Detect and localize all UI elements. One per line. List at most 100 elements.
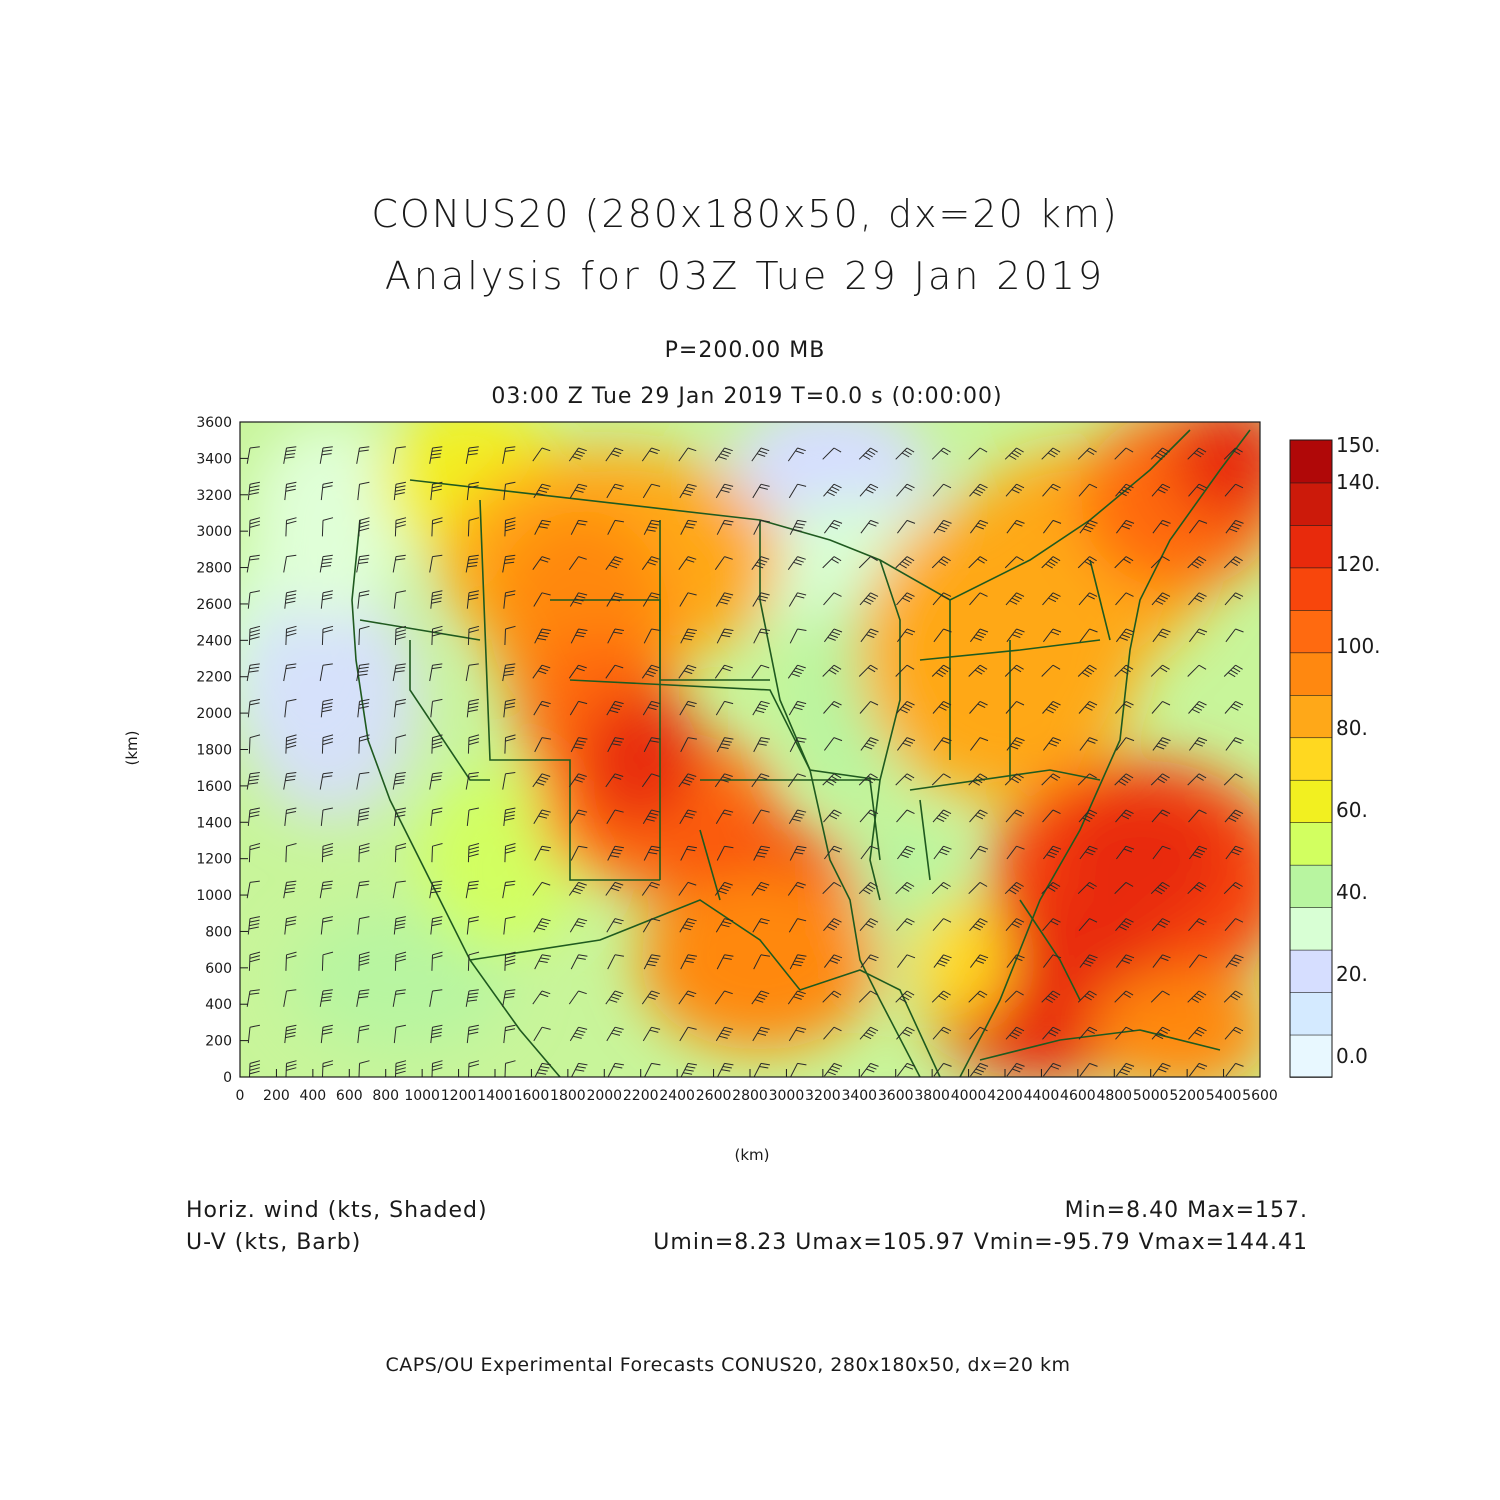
wind-barb (534, 845, 551, 861)
wind-barb (641, 990, 660, 1005)
wind-barb (859, 592, 879, 606)
wind-barb (568, 990, 587, 1005)
wind-barb (1150, 881, 1170, 895)
wind-barb (753, 1062, 770, 1077)
wind-barb (1077, 447, 1097, 460)
y-tick-label: 1800 (196, 743, 232, 759)
wind-barb (678, 990, 697, 1005)
wind-barb (858, 556, 878, 569)
wind-barb (393, 1024, 406, 1044)
wind-barb (465, 772, 479, 790)
wind-barb (751, 990, 770, 1005)
wind-barb (1042, 809, 1061, 823)
wind-barb (789, 628, 807, 644)
x-tick-label: 200 (263, 1088, 290, 1104)
wind-barb (503, 481, 516, 501)
wind-barb (752, 592, 770, 607)
wind-barb (788, 700, 807, 716)
wind-barb (1116, 737, 1135, 751)
wind-barb (431, 843, 443, 863)
x-tick-label: 3200 (805, 1088, 841, 1104)
wind-barb (1225, 628, 1244, 643)
wind-barb (319, 772, 333, 790)
wind-barb (430, 481, 443, 501)
wind-barb (715, 700, 734, 716)
wind-barb (1041, 447, 1061, 460)
wind-barb (1077, 773, 1097, 786)
wind-barb (320, 481, 333, 501)
wind-barb (533, 592, 551, 607)
wind-barb (534, 954, 551, 970)
wind-barb (356, 446, 370, 464)
colorbar-swatch (1289, 991, 1333, 1036)
x-tick-label: 800 (372, 1088, 399, 1104)
wind-barb (1224, 1026, 1244, 1040)
wind-barb (569, 809, 588, 824)
wind-barb (534, 628, 551, 644)
wind-barb (429, 554, 443, 573)
wind-barb (248, 843, 261, 863)
wind-barb (1116, 954, 1135, 968)
wind-barb (246, 663, 260, 682)
wind-barb (503, 916, 516, 935)
wind-barb (1188, 592, 1207, 606)
wind-barb (393, 807, 406, 826)
wind-barb (1262, 1027, 1280, 1039)
wind-barb (503, 698, 516, 718)
wind-barb (1079, 628, 1098, 643)
colorbar-swatch (1289, 1034, 1333, 1078)
wind-barb (858, 881, 878, 895)
wind-barb (533, 700, 551, 716)
wind-barb (503, 1024, 516, 1044)
x-tick-label: 1600 (514, 1088, 550, 1104)
wind-barb (247, 698, 260, 718)
wind-barb (968, 881, 988, 895)
wind-barb (1189, 1062, 1208, 1077)
wind-barb (895, 556, 915, 569)
wind-barb (1189, 954, 1208, 968)
wind-barb (822, 773, 842, 786)
wind-barb (570, 1062, 588, 1077)
y-tick-label: 1200 (196, 852, 232, 868)
wind-barb (1187, 881, 1207, 895)
wind-barb (970, 845, 989, 860)
wind-barb (787, 990, 806, 1005)
wind-barb (679, 1026, 697, 1042)
y-tick-label: 2200 (196, 670, 232, 686)
wind-barb (465, 989, 479, 1007)
wind-barb (859, 483, 879, 497)
wind-barb (1189, 628, 1208, 643)
wind-barb (467, 734, 480, 754)
wind-barb (896, 1026, 915, 1040)
wind-barb (1262, 629, 1280, 642)
wind-barb (1004, 447, 1024, 460)
wind-barb (392, 554, 406, 573)
wind-barb (533, 1026, 551, 1042)
wind-barb (787, 556, 806, 570)
wind-barb (897, 954, 916, 968)
wind-barb (1188, 918, 1207, 932)
wind-barb (970, 1062, 989, 1077)
wind-barb (465, 663, 479, 682)
wind-barb (283, 554, 297, 573)
wind-barb (393, 481, 406, 501)
wind-barb (569, 918, 588, 933)
wind-barb (321, 734, 334, 754)
wind-barb (678, 556, 697, 570)
wind-barb (533, 918, 551, 933)
wind-barb (970, 628, 989, 643)
wind-barb (465, 880, 479, 899)
wind-barb (467, 517, 480, 537)
wind-barb (1189, 737, 1208, 751)
wind-barb (823, 483, 842, 497)
wind-barb (679, 918, 697, 933)
wind-barb (504, 734, 516, 754)
wind-barb (394, 734, 407, 754)
wind-barb (860, 954, 879, 968)
wind-barb (1005, 1026, 1025, 1040)
wind-barb (284, 698, 297, 718)
wind-barb (246, 772, 260, 790)
colorbar-swatch (1289, 439, 1333, 484)
wind-barb (789, 1062, 807, 1077)
